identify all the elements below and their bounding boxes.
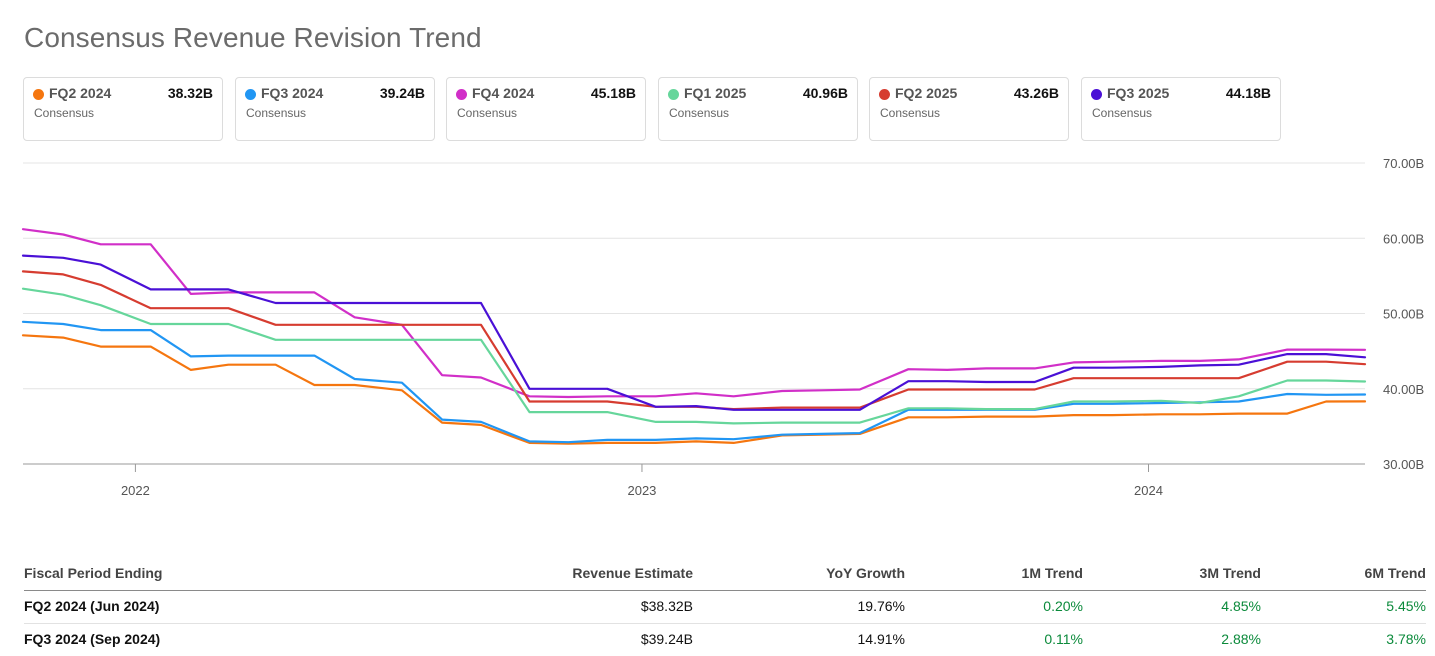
legend-card-value: 40.96B bbox=[802, 85, 848, 101]
y-tick-label: 30.00B bbox=[1383, 457, 1424, 472]
legend-card-name: FQ1 2025 bbox=[684, 85, 747, 101]
fiscal-period-cell: FQ3 2024 (Sep 2024) bbox=[24, 631, 161, 647]
legend-card-name: FQ2 2025 bbox=[895, 85, 958, 101]
column-header[interactable]: 6M Trend bbox=[1364, 565, 1426, 581]
y-tick-label: 40.00B bbox=[1383, 382, 1424, 397]
column-header[interactable]: 3M Trend bbox=[1199, 565, 1261, 581]
legend-card-value: 44.18B bbox=[1225, 85, 1271, 101]
trend-6m-cell: 3.78% bbox=[1386, 631, 1426, 647]
x-tick-label: 2024 bbox=[1134, 483, 1163, 498]
series-color-dot bbox=[33, 89, 44, 100]
trend-1m-cell: 0.20% bbox=[1043, 598, 1083, 614]
legend-card-value: 39.24B bbox=[379, 85, 425, 101]
legend-card-fq2-2025[interactable]: FQ2 2025 43.26B Consensus bbox=[869, 77, 1069, 141]
legend-card-sub: Consensus bbox=[1092, 106, 1153, 120]
legend-card-sub: Consensus bbox=[880, 106, 941, 120]
revision-trend-chart: 30.00B 40.00B 50.00B 60.00B 70.00B 2022 2023 20… bbox=[21, 156, 1424, 498]
trend-3m-cell: 2.88% bbox=[1221, 631, 1261, 647]
legend-card-name: FQ3 2024 bbox=[261, 85, 324, 101]
revenue-estimate-cell: $39.24B bbox=[640, 631, 693, 647]
legend-card-name: FQ4 2024 bbox=[472, 85, 535, 101]
legend-card-fq2-2024[interactable]: FQ2 2024 38.32B Consensus bbox=[23, 77, 223, 141]
trend-1m-cell: 0.11% bbox=[1044, 631, 1083, 647]
table-row: FQ3 2024 (Sep 2024) $39.24B 14.91% 0.11%… bbox=[24, 624, 1426, 656]
column-header[interactable]: 1M Trend bbox=[1021, 565, 1083, 581]
table-header-row: Fiscal Period Ending Revenue Estimate Yo… bbox=[24, 560, 1426, 591]
legend-card-fq4-2024[interactable]: FQ4 2024 45.18B Consensus bbox=[446, 77, 646, 141]
legend-card-value: 38.32B bbox=[167, 85, 213, 101]
series-line-fq2-2024 bbox=[21, 334, 1367, 445]
trend-3m-cell: 4.85% bbox=[1221, 598, 1261, 614]
column-header[interactable]: YoY Growth bbox=[826, 565, 905, 581]
legend-card-sub: Consensus bbox=[669, 106, 730, 120]
series-line-fq4-2024 bbox=[21, 228, 1367, 399]
y-tick-label: 50.00B bbox=[1383, 307, 1424, 322]
series-color-dot bbox=[1091, 89, 1102, 100]
legend-card-fq3-2024[interactable]: FQ3 2024 39.24B Consensus bbox=[235, 77, 435, 141]
x-tick-label: 2022 bbox=[121, 483, 150, 498]
revenue-estimate-cell: $38.32B bbox=[640, 598, 693, 614]
trend-6m-cell: 5.45% bbox=[1386, 598, 1426, 614]
legend-card-sub: Consensus bbox=[457, 106, 518, 120]
legend-card-name: FQ2 2024 bbox=[49, 85, 112, 101]
estimates-table: Fiscal Period Ending Revenue Estimate Yo… bbox=[24, 560, 1426, 656]
series-line-fq3-2024 bbox=[21, 320, 1367, 444]
fiscal-period-cell: FQ2 2024 (Jun 2024) bbox=[24, 598, 160, 614]
table-row: FQ2 2024 (Jun 2024) $38.32B 19.76% 0.20%… bbox=[24, 591, 1426, 624]
series-line-fq1-2025 bbox=[21, 287, 1367, 425]
legend-card-name: FQ3 2025 bbox=[1107, 85, 1170, 101]
series-color-dot bbox=[879, 89, 890, 100]
legend-card-value: 45.18B bbox=[590, 85, 636, 101]
legend-card-fq1-2025[interactable]: FQ1 2025 40.96B Consensus bbox=[658, 77, 858, 141]
legend-card-sub: Consensus bbox=[246, 106, 307, 120]
series-color-dot bbox=[668, 89, 679, 100]
y-tick-label: 70.00B bbox=[1383, 156, 1424, 171]
y-tick-label: 60.00B bbox=[1383, 231, 1424, 246]
x-tick-label: 2023 bbox=[627, 483, 656, 498]
series-color-dot bbox=[456, 89, 467, 100]
yoy-growth-cell: 14.91% bbox=[857, 631, 905, 647]
yoy-growth-cell: 19.76% bbox=[857, 598, 905, 614]
series-line-fq3-2025 bbox=[21, 254, 1367, 411]
column-header[interactable]: Fiscal Period Ending bbox=[24, 565, 163, 581]
legend-card-fq3-2025[interactable]: FQ3 2025 44.18B Consensus bbox=[1081, 77, 1281, 141]
column-header[interactable]: Revenue Estimate bbox=[572, 565, 693, 581]
legend-card-value: 43.26B bbox=[1013, 85, 1059, 101]
legend-card-sub: Consensus bbox=[34, 106, 95, 120]
series-color-dot bbox=[245, 89, 256, 100]
page-title: Consensus Revenue Revision Trend bbox=[24, 22, 482, 53]
